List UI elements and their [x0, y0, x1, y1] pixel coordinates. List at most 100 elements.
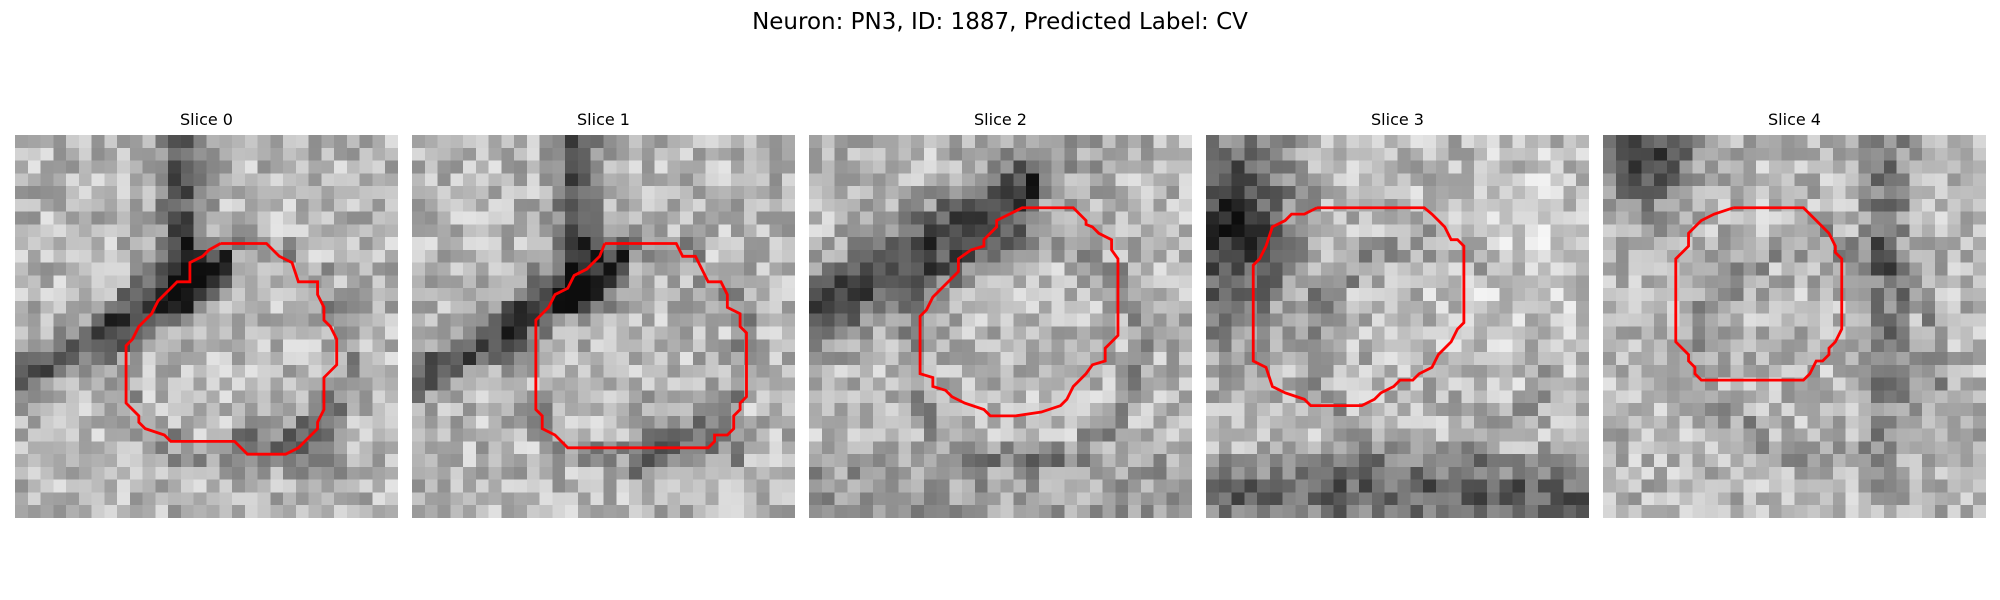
em-pixel [769, 441, 783, 455]
em-pixel [475, 160, 489, 174]
em-pixel [283, 198, 297, 212]
em-pixel [1179, 288, 1192, 302]
em-pixel [1026, 326, 1040, 340]
em-pixel [1909, 428, 1923, 442]
em-pixel [78, 237, 92, 251]
em-pixel [949, 339, 963, 353]
em-pixel [1768, 186, 1782, 200]
em-pixel [641, 173, 655, 187]
em-pixel [463, 428, 477, 442]
em-pixel [142, 479, 156, 493]
em-pixel [219, 288, 233, 302]
em-pixel [629, 288, 643, 302]
em-pixel [1206, 249, 1220, 263]
em-pixel [1166, 466, 1180, 480]
em-pixel [1423, 454, 1437, 468]
em-pixel [1563, 262, 1577, 276]
em-pixel [372, 186, 386, 200]
em-pixel [1603, 237, 1617, 251]
em-pixel [1858, 224, 1872, 238]
em-pixel [475, 454, 489, 468]
em-pixel [1410, 275, 1424, 289]
em-pixel [1666, 186, 1680, 200]
em-pixel [1628, 505, 1642, 518]
em-pixel [1013, 249, 1027, 263]
em-pixel [1461, 505, 1475, 518]
em-pixel [1269, 275, 1283, 289]
em-pixel [1705, 262, 1719, 276]
em-pixel [565, 288, 579, 302]
em-pixel [155, 224, 169, 238]
em-pixel [1051, 147, 1065, 161]
em-pixel [731, 466, 745, 480]
em-pixel [1934, 454, 1948, 468]
em-pixel [1371, 160, 1385, 174]
em-pixel [1371, 339, 1385, 353]
em-pixel [1218, 275, 1232, 289]
em-pixel [1486, 288, 1500, 302]
em-pixel [463, 262, 477, 276]
em-pixel [962, 479, 976, 493]
em-pixel [949, 377, 963, 391]
em-pixel [821, 454, 835, 468]
em-pixel [603, 390, 617, 404]
em-pixel [1576, 390, 1589, 404]
em-pixel [1474, 364, 1488, 378]
em-pixel [1308, 275, 1322, 289]
em-pixel [1615, 173, 1629, 187]
em-pixel [654, 326, 668, 340]
em-pixel [168, 275, 182, 289]
em-pixel [15, 135, 29, 149]
em-pixel [1128, 339, 1142, 353]
em-pixel [232, 173, 246, 187]
em-pixel [577, 466, 591, 480]
em-pixel [372, 505, 386, 518]
em-pixel [1768, 147, 1782, 161]
em-pixel [1654, 364, 1668, 378]
em-pixel [66, 262, 80, 276]
em-pixel [15, 147, 29, 161]
em-pixel [270, 339, 284, 353]
em-pixel [809, 364, 823, 378]
em-pixel [872, 262, 886, 276]
em-pixel [1038, 249, 1052, 263]
em-pixel [1768, 505, 1782, 518]
em-pixel [385, 352, 398, 366]
em-pixel [1128, 313, 1142, 327]
em-pixel [1615, 505, 1629, 518]
em-pixel [1166, 211, 1180, 225]
em-pixel [1922, 249, 1936, 263]
em-pixel [1743, 288, 1757, 302]
em-pixel [1628, 313, 1642, 327]
em-pixel [359, 186, 373, 200]
em-pixel [705, 313, 719, 327]
em-pixel [1499, 275, 1513, 289]
em-pixel [654, 479, 668, 493]
em-pixel [949, 173, 963, 187]
em-pixel [1474, 415, 1488, 429]
em-pixel [193, 390, 207, 404]
em-pixel [1654, 441, 1668, 455]
em-pixel [1128, 505, 1142, 518]
em-pixel [962, 237, 976, 251]
em-pixel [1371, 454, 1385, 468]
em-pixel [987, 403, 1001, 417]
em-pixel [590, 505, 604, 518]
em-pixel [834, 249, 848, 263]
em-pixel [1257, 275, 1271, 289]
em-pixel [911, 415, 925, 429]
em-pixel [1717, 441, 1731, 455]
em-pixel [295, 160, 309, 174]
em-pixel [180, 390, 194, 404]
em-pixel [1231, 300, 1245, 314]
em-pixel [680, 377, 694, 391]
em-pixel [898, 300, 912, 314]
em-pixel [987, 198, 1001, 212]
em-pixel [437, 135, 451, 149]
em-pixel [1960, 288, 1974, 302]
em-pixel [450, 403, 464, 417]
em-pixel [1781, 211, 1795, 225]
em-pixel [334, 415, 348, 429]
em-pixel [1013, 237, 1027, 251]
em-pixel [1820, 300, 1834, 314]
